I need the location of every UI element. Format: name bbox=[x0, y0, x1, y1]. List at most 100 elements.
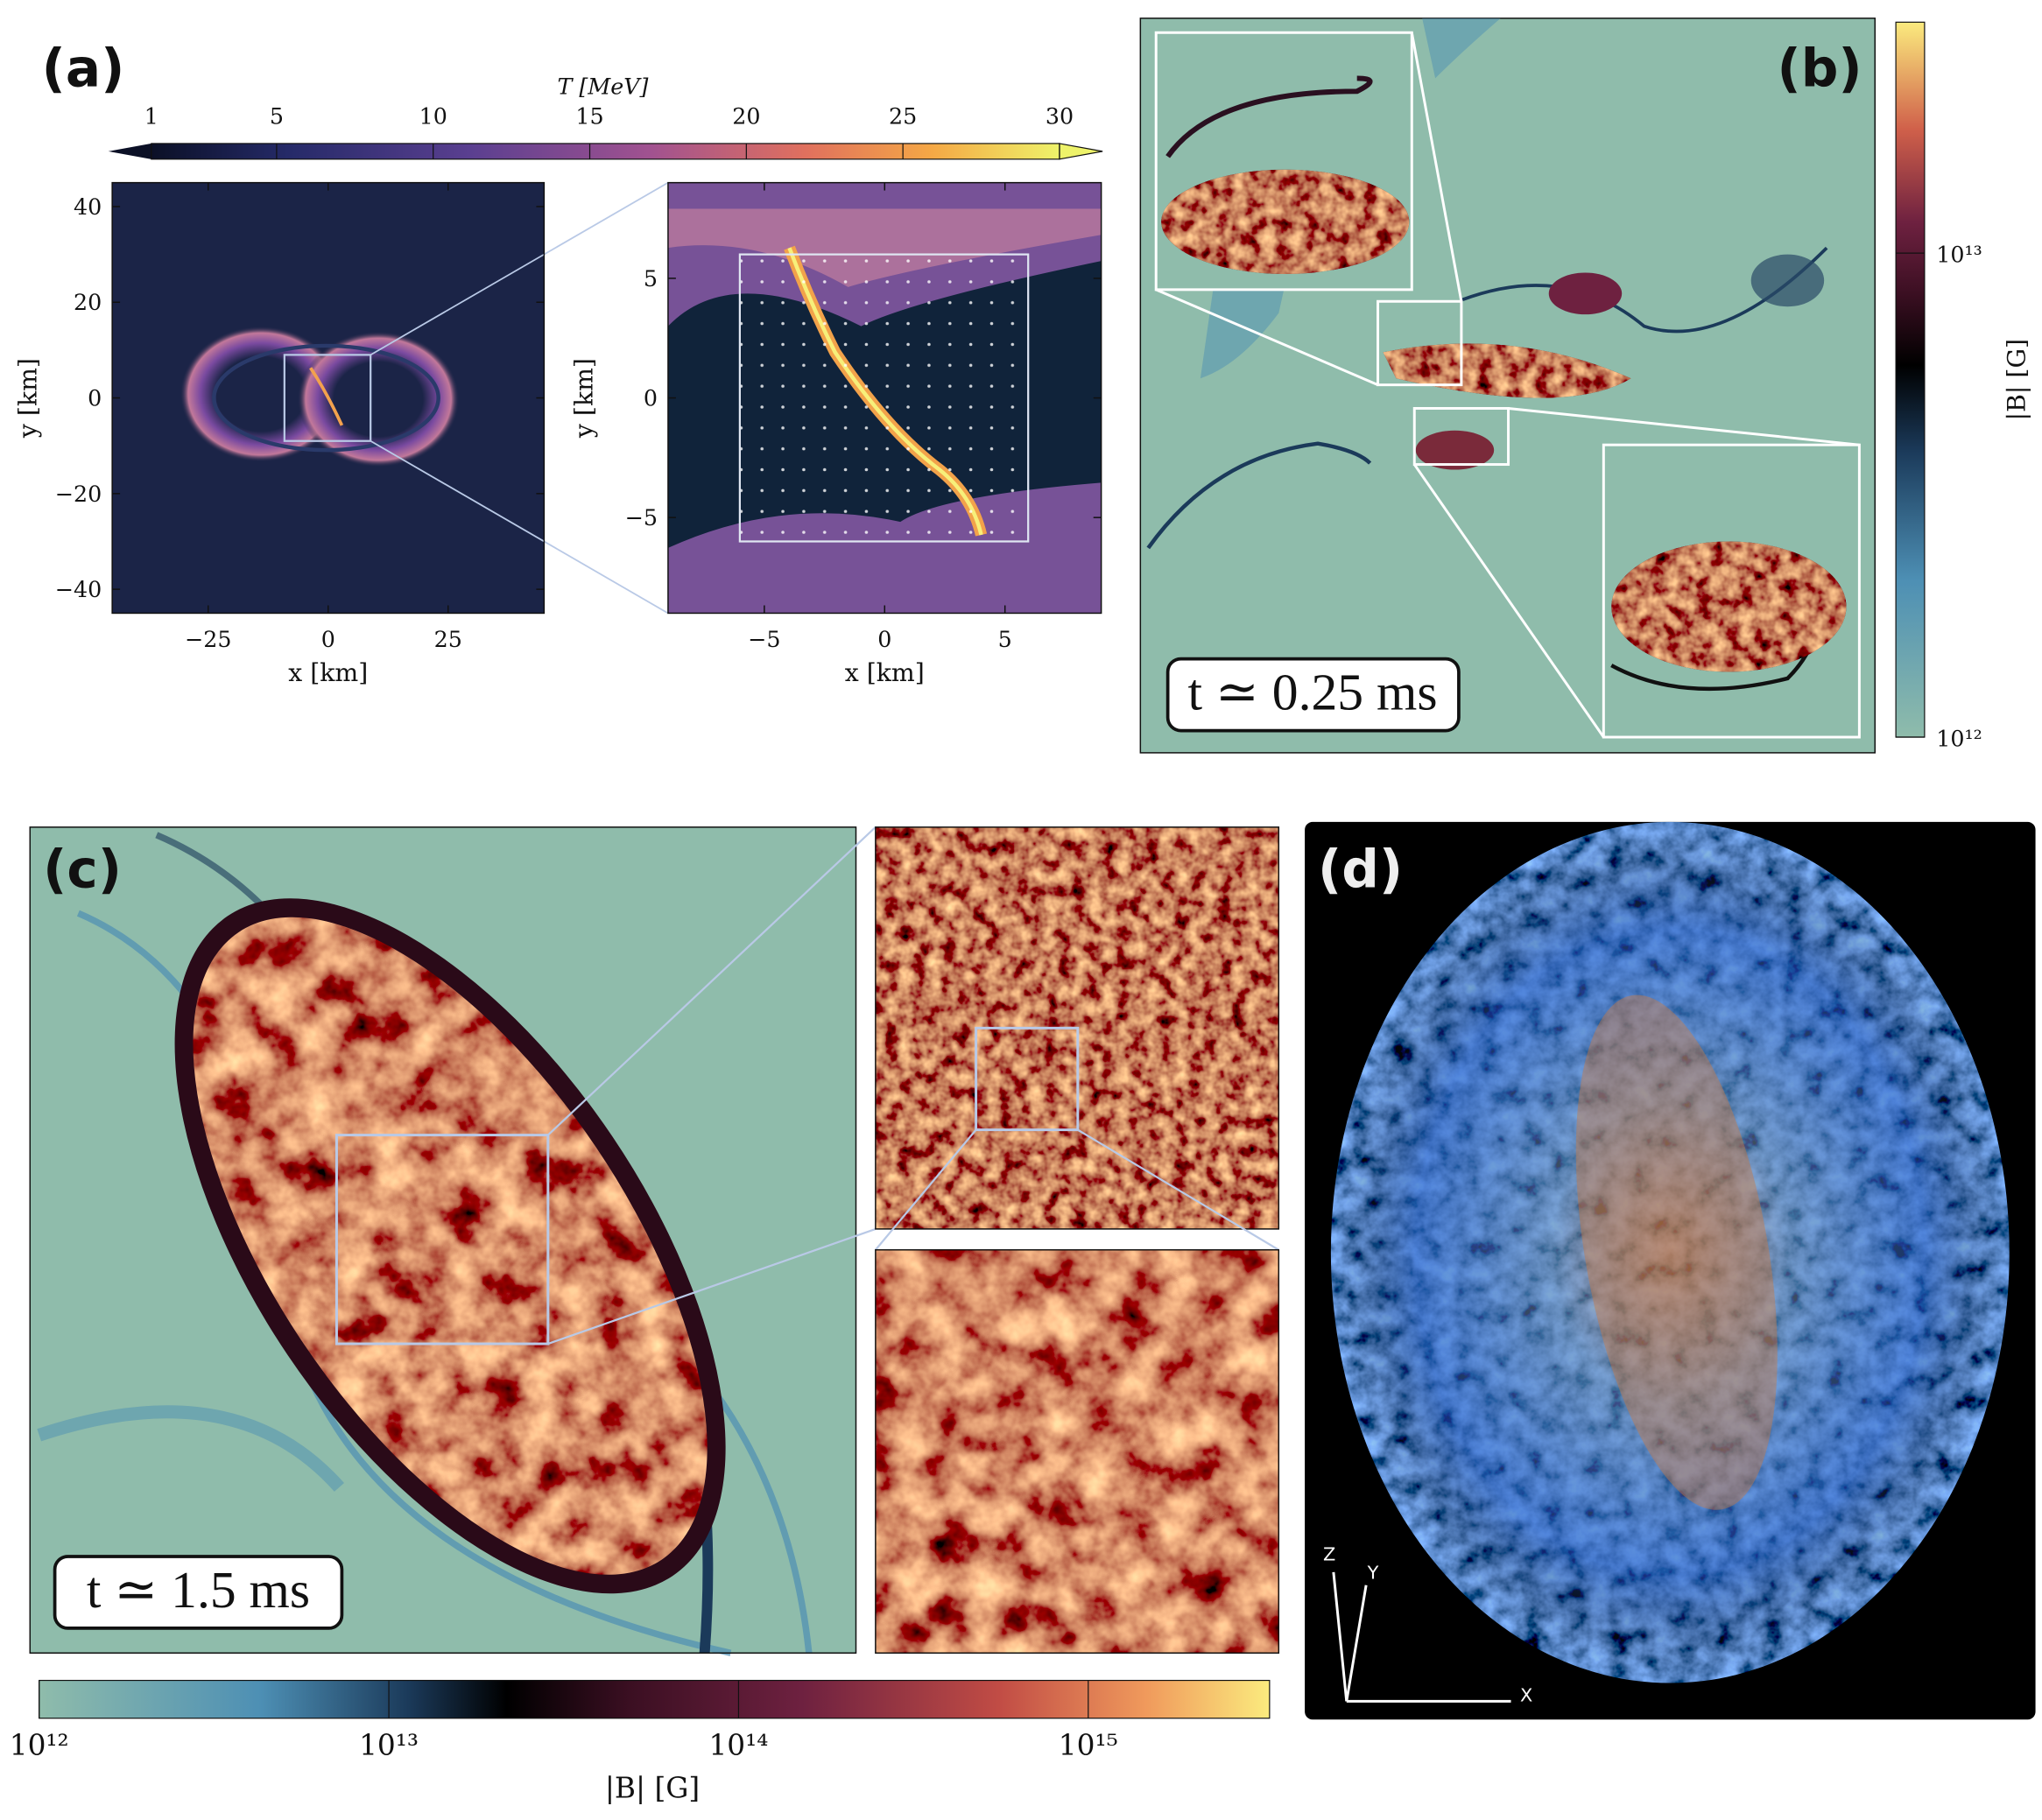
colorbar-tick-label: 25 bbox=[889, 103, 917, 130]
zoom-box bbox=[975, 1026, 1080, 1132]
y-axis-label: y [km] bbox=[570, 358, 599, 439]
zoom-line bbox=[1155, 288, 1379, 387]
x-tick-label: −5 bbox=[748, 626, 780, 652]
contour bbox=[212, 343, 440, 453]
panel-a: (a) T [MeV] 1 5 10 15 20 25 30 −25 0 25−40−20020… bbox=[14, 39, 1103, 687]
colorbar-label: |B| [G] bbox=[605, 1772, 700, 1805]
colorbar-tick-label: 30 bbox=[1046, 103, 1074, 130]
colorbar bbox=[39, 1679, 1271, 1719]
velocity-field bbox=[739, 254, 1029, 542]
hot-region bbox=[297, 331, 460, 467]
colorbar-tick-label: 10¹³ bbox=[1936, 242, 1982, 268]
colorbar-extend bbox=[108, 143, 151, 159]
annotation-box bbox=[1165, 657, 1461, 733]
y-tick-label: 20 bbox=[74, 289, 102, 315]
colorbar-tick-label: 10¹³ bbox=[359, 1728, 419, 1761]
x-tick-label: 0 bbox=[321, 626, 335, 652]
inset-frame bbox=[875, 1248, 1280, 1654]
zoom-line bbox=[1508, 406, 1860, 446]
zoom-line bbox=[547, 1227, 877, 1346]
annotation-box bbox=[53, 1555, 344, 1630]
colorbar-title: T [MeV] bbox=[557, 73, 648, 99]
colorbar bbox=[1895, 21, 1926, 738]
y-axis-label: y [km] bbox=[14, 358, 43, 439]
axes: −5 0 5 −5 0 5 x [km] y [km] bbox=[570, 182, 1102, 687]
inset-frame bbox=[1602, 443, 1861, 739]
zoom-line bbox=[1410, 32, 1463, 302]
shear-layer bbox=[309, 367, 344, 426]
colorbar-tick-label: 10¹⁵ bbox=[1059, 1728, 1118, 1761]
colorbar-extend bbox=[1059, 143, 1103, 160]
axis-name: X bbox=[1520, 1684, 1532, 1705]
axis-name: Z bbox=[1323, 1543, 1335, 1564]
field-structure bbox=[1146, 441, 1372, 550]
colorbar-tick-label: 10¹⁴ bbox=[708, 1728, 768, 1761]
zoom-line bbox=[370, 439, 669, 615]
y-tick-label: −5 bbox=[625, 504, 658, 531]
axis-name: Y bbox=[1367, 1562, 1379, 1583]
hot-core bbox=[1575, 994, 1778, 1510]
field-structure bbox=[1750, 254, 1825, 307]
panel-c: (c) t ≃ 1.5 ms 10¹² 10¹³ 10¹⁴ 10¹⁵ |B| [G] bbox=[10, 826, 1280, 1805]
x-tick-label: 5 bbox=[998, 626, 1012, 652]
y-tick-label: 5 bbox=[644, 265, 658, 292]
field-structure bbox=[1422, 18, 1501, 79]
zoom-box bbox=[1412, 406, 1510, 467]
panel-label: (d) bbox=[1318, 840, 1403, 900]
x-tick-label: 0 bbox=[877, 626, 891, 652]
x-axis-label: x [km] bbox=[288, 658, 368, 687]
zoom-line bbox=[370, 181, 669, 356]
y-tick-label: 40 bbox=[74, 193, 102, 220]
x-tick-label: −25 bbox=[185, 626, 231, 652]
x-tick-label: 25 bbox=[434, 626, 462, 652]
colorbar-tick-label: 5 bbox=[270, 103, 284, 130]
hot-region bbox=[180, 326, 342, 462]
panel-d: (d) Z Y X bbox=[1305, 821, 2036, 1720]
time-annotation: t ≃ 0.25 ms bbox=[1188, 664, 1438, 721]
zoom-line bbox=[547, 826, 877, 1136]
zoom-box bbox=[1377, 299, 1463, 387]
turbulent-region bbox=[1161, 169, 1410, 274]
hot-region bbox=[667, 208, 1102, 287]
turbulent-region bbox=[1330, 821, 2010, 1683]
colorbar-tick-label: 20 bbox=[732, 103, 760, 130]
inset-frame bbox=[875, 826, 1280, 1230]
axis-line bbox=[1332, 1571, 1348, 1702]
axes-frame bbox=[29, 826, 857, 1654]
colorbar-tick-label: 1 bbox=[144, 103, 158, 130]
field-structure bbox=[37, 1405, 344, 1492]
y-tick-label: −20 bbox=[55, 481, 102, 507]
panel-label: (b) bbox=[1778, 39, 1862, 99]
panel-b: t ≃ 0.25 ms (b) 10¹² 10¹³ |B| [G] bbox=[1139, 18, 2031, 754]
inset bbox=[875, 1249, 1279, 1654]
zoom-line bbox=[1413, 463, 1605, 738]
colorbar-ticks: 1 5 10 15 20 25 30 bbox=[144, 103, 1074, 159]
y-tick-label: 0 bbox=[88, 384, 102, 411]
turbulent-region bbox=[1611, 541, 1847, 672]
colorbar-ticks: 10¹² 10¹³ 10¹⁴ 10¹⁵ bbox=[10, 1680, 1118, 1761]
colorbar bbox=[151, 143, 1060, 160]
axes: −25 0 25 −40 −20 0 20 40 x [km] y [km] bbox=[14, 182, 545, 687]
panel-label: (c) bbox=[43, 840, 122, 900]
colorbar-tick-label: 10 bbox=[419, 103, 447, 130]
axis-triad bbox=[1332, 1571, 1511, 1703]
colorbar-tick-label: 15 bbox=[575, 103, 603, 130]
field-structure bbox=[1415, 430, 1495, 470]
y-tick-label: −40 bbox=[55, 576, 102, 602]
zoom-box bbox=[738, 253, 1030, 543]
x-axis-label: x [km] bbox=[845, 658, 925, 687]
zoom-line bbox=[874, 1128, 977, 1251]
time-annotation: t ≃ 1.5 ms bbox=[87, 1561, 310, 1619]
zoom-line bbox=[1077, 1128, 1279, 1251]
axis-line bbox=[1345, 1585, 1368, 1702]
inset-frame bbox=[1154, 31, 1413, 292]
field-structure bbox=[1548, 272, 1623, 315]
field-structure bbox=[1165, 75, 1373, 158]
zoom-box bbox=[283, 354, 372, 442]
colorbar-tick-label: 10¹² bbox=[1936, 725, 1982, 751]
colorbar-ticks: 10¹² 10¹³ bbox=[1896, 242, 1982, 751]
zoom-box bbox=[334, 1134, 550, 1346]
colorbar-tick-label: 10¹² bbox=[10, 1728, 69, 1761]
y-tick-label: 0 bbox=[644, 384, 658, 411]
